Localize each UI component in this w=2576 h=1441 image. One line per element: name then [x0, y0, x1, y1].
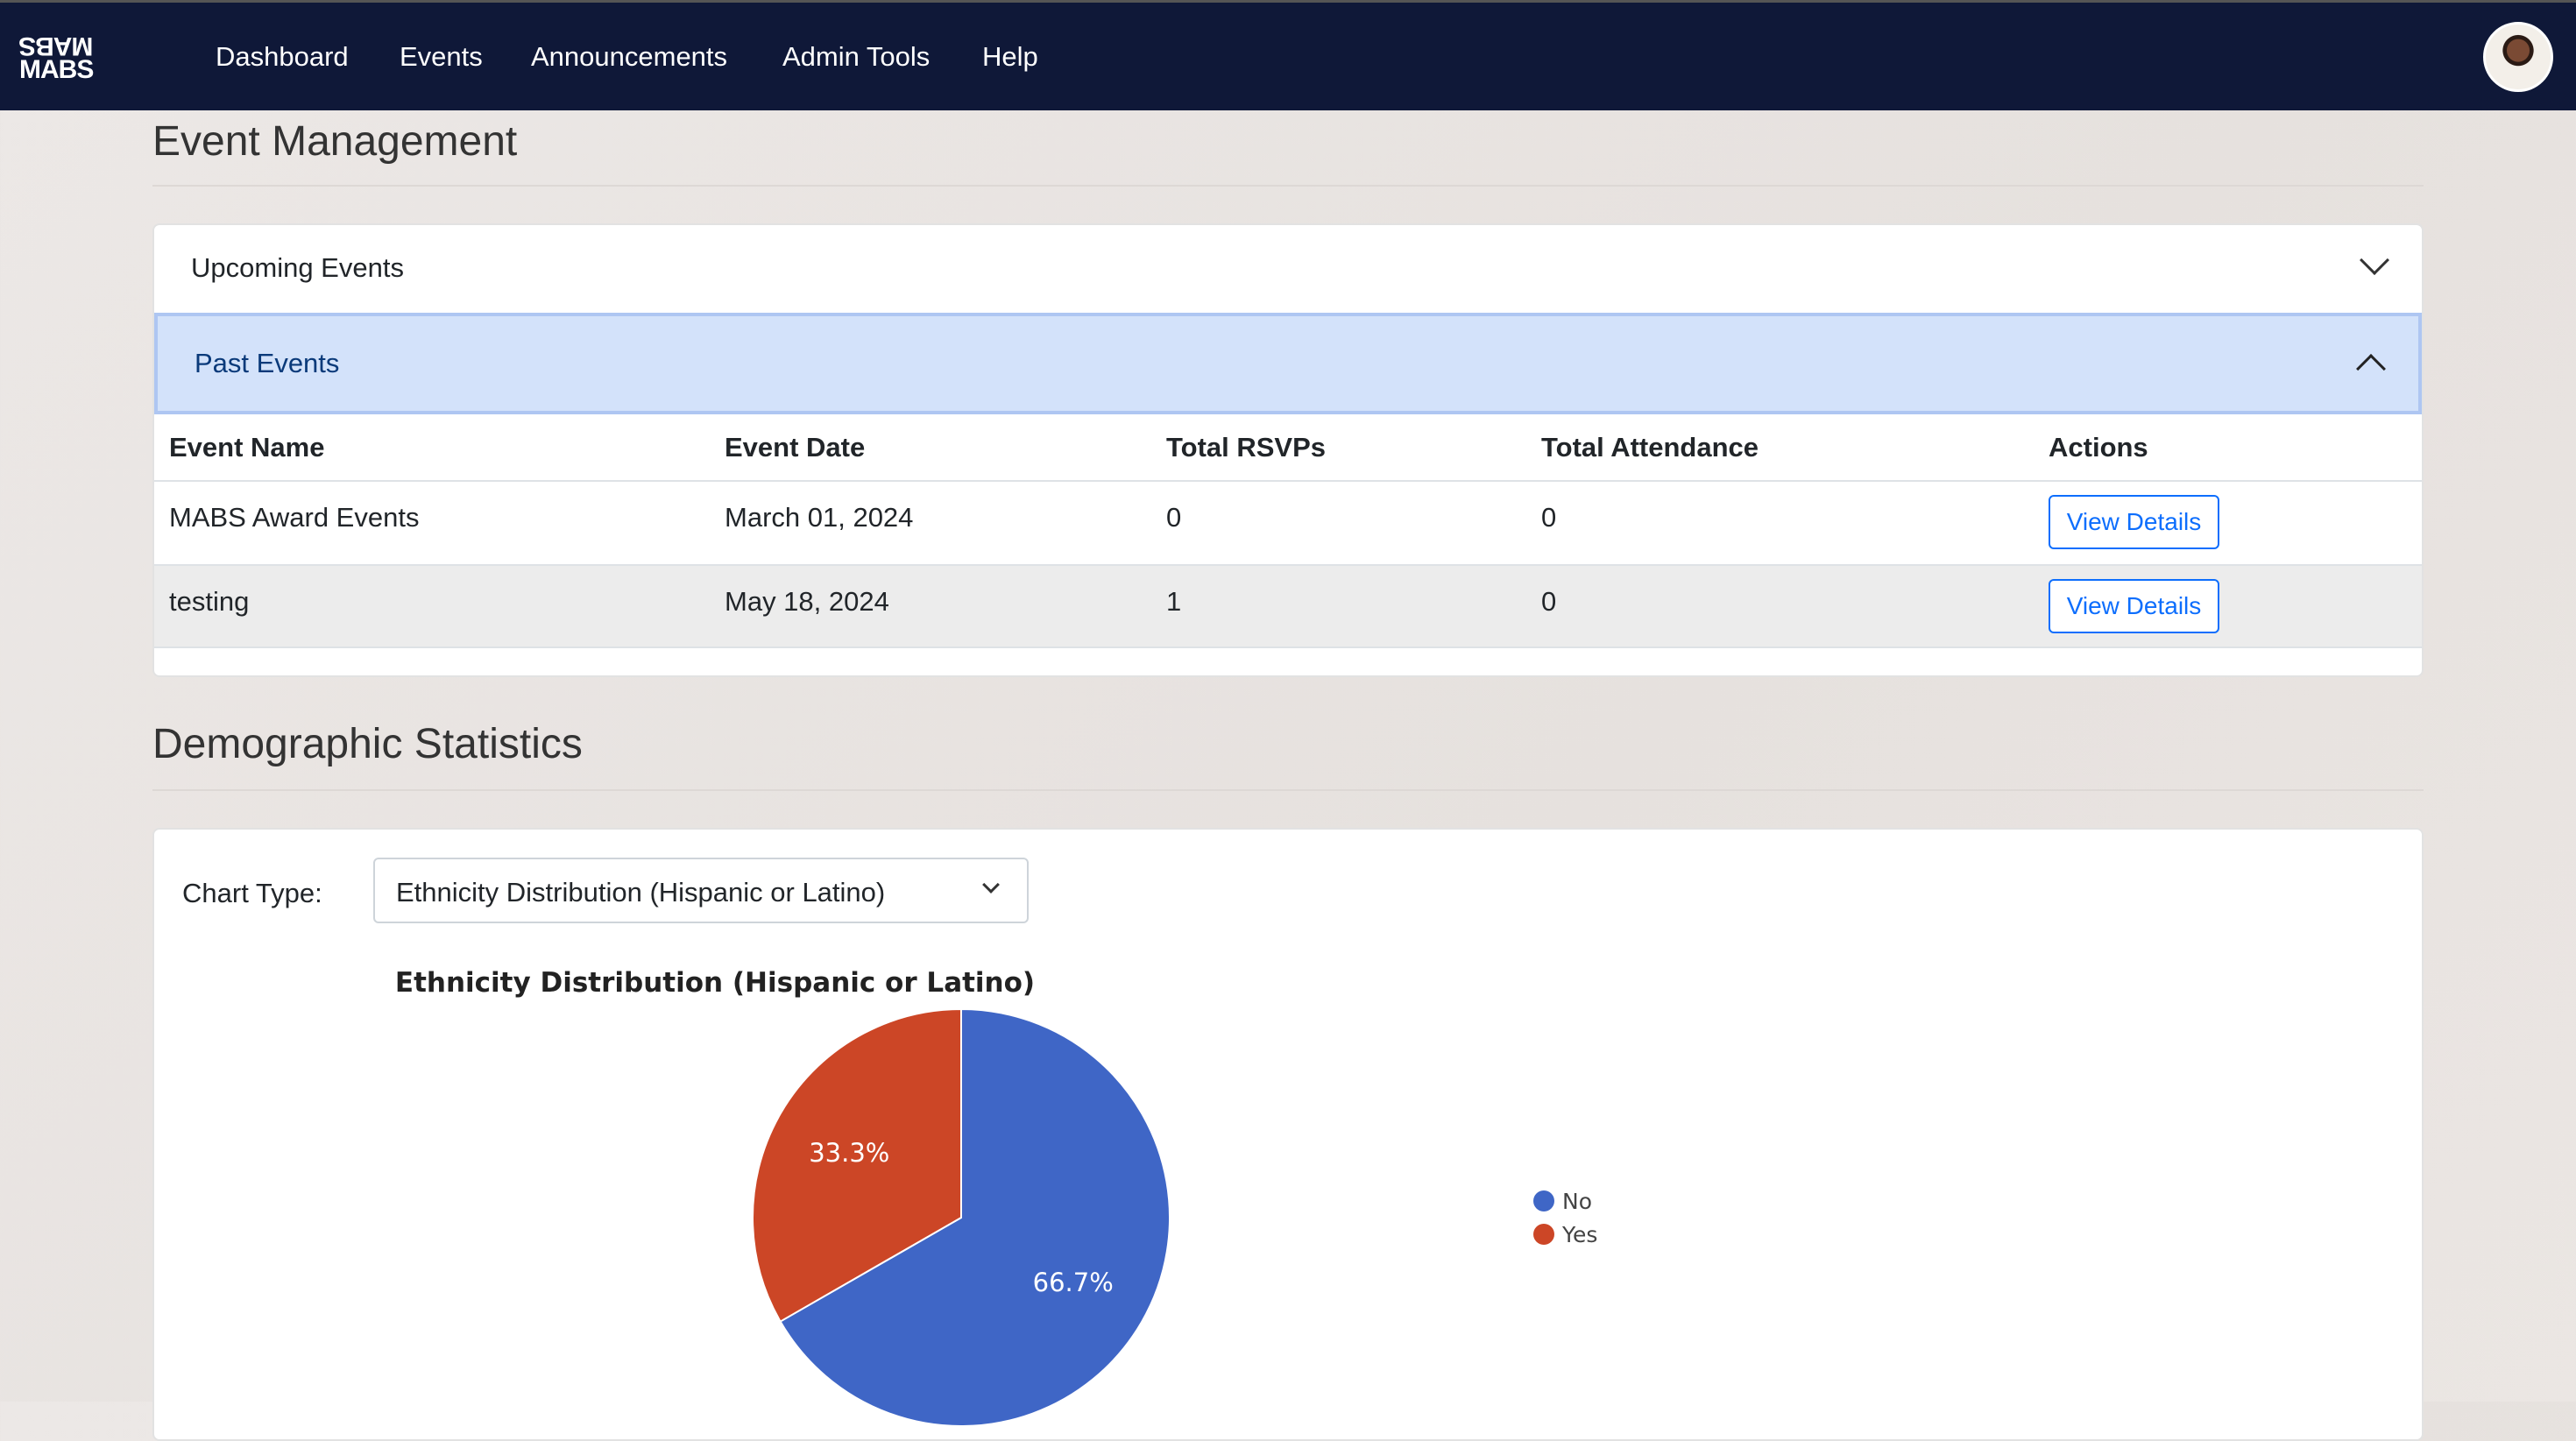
col-event-date: Event Date [725, 432, 866, 463]
nav-dashboard[interactable]: Dashboard [216, 41, 349, 72]
total-attendance: 0 [1541, 502, 1557, 533]
legend-marker [1533, 1190, 1554, 1211]
nav-help[interactable]: Help [982, 41, 1038, 72]
col-total-rsvps: Total RSVPs [1166, 432, 1327, 463]
nav-admin-tools[interactable]: Admin Tools [782, 41, 931, 72]
chevron-up-icon [2356, 354, 2386, 384]
legend-label: Yes [1561, 1222, 1597, 1247]
total-attendance: 0 [1541, 586, 1557, 617]
view-details-button[interactable]: View Details [2049, 579, 2219, 633]
pie-data-label: 66.7% [1033, 1268, 1114, 1297]
legend-marker [1533, 1224, 1554, 1245]
logo[interactable]: MABS MABS [19, 32, 94, 84]
view-details-button[interactable]: View Details [2049, 495, 2219, 549]
page-title: Event Management [152, 118, 518, 165]
chart-type-label: Chart Type: [182, 878, 322, 908]
event-name: MABS Award Events [169, 502, 420, 533]
event-date: March 01, 2024 [725, 502, 914, 533]
past-events-header[interactable]: Past Events [154, 313, 2422, 414]
pie-slice-yes[interactable] [752, 1007, 962, 1323]
upcoming-events-header[interactable]: Upcoming Events [154, 225, 2422, 310]
nav-events[interactable]: Events [400, 41, 483, 72]
event-name: testing [169, 586, 250, 617]
divider [152, 185, 2424, 187]
past-events-label: Past Events [195, 348, 340, 378]
total-rsvps: 0 [1166, 502, 1182, 533]
table-row: testing May 18, 2024 1 0 View Details [154, 564, 2422, 648]
chart-title: Ethnicity Distribution (Hispanic or Lati… [395, 967, 1035, 999]
chart-type-value: Ethnicity Distribution (Hispanic or Lati… [396, 877, 886, 908]
nav-announcements[interactable]: Announcements [531, 41, 728, 72]
avatar[interactable] [2483, 22, 2553, 92]
total-rsvps: 1 [1166, 586, 1182, 617]
pie-chart: Ethnicity Distribution (Hispanic or Lati… [395, 967, 1597, 1427]
events-accordion: Upcoming Events Past Events Event Name E… [152, 223, 2424, 677]
legend-label: No [1562, 1189, 1592, 1214]
col-event-name: Event Name [169, 432, 325, 463]
demographics-title: Demographic Statistics [152, 721, 583, 767]
col-actions: Actions [2049, 432, 2148, 463]
demographics-card: Chart Type: Ethnicity Distribution (Hisp… [152, 828, 2424, 1441]
pie-data-label: 33.3% [809, 1138, 889, 1168]
table-row: MABS Award Events March 01, 2024 0 0 Vie… [154, 480, 2422, 564]
event-date: May 18, 2024 [725, 586, 889, 617]
navbar: MABS MABS Dashboard Events Announcements … [0, 0, 2576, 110]
upcoming-events-label: Upcoming Events [191, 251, 404, 283]
col-total-attendance: Total Attendance [1541, 432, 1759, 463]
chevron-down-icon [2360, 245, 2389, 275]
chart-type-select[interactable]: Ethnicity Distribution (Hispanic or Lati… [373, 858, 1029, 923]
divider [152, 789, 2424, 791]
